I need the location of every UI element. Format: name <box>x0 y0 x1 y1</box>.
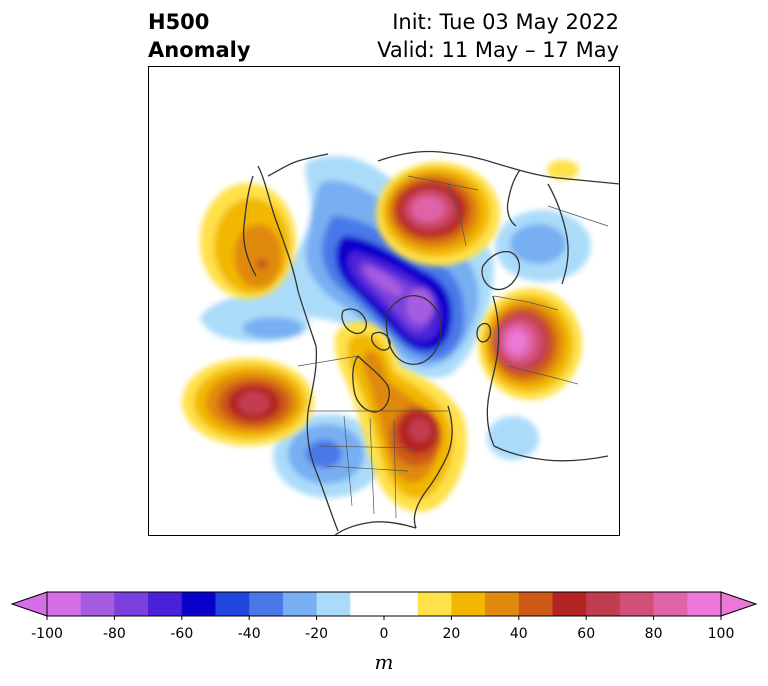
colorbar-cell <box>249 592 284 616</box>
colorbar-cell <box>215 592 250 616</box>
negative-anomaly-pacific <box>206 306 310 342</box>
colorbar-cell <box>653 592 688 616</box>
colorbar-cell <box>451 592 486 616</box>
colorbar-tick-label: 100 <box>708 626 735 642</box>
colorbar-tick-label: 0 <box>380 626 389 642</box>
colorbar-cell <box>552 592 587 616</box>
colorbar-cell <box>148 592 183 616</box>
colorbar-extend-max <box>720 591 758 617</box>
colorbar-tick-label: 80 <box>645 626 663 642</box>
negative-anomaly-europe-west <box>495 210 591 282</box>
positive-anomaly-pacific-high <box>182 358 314 446</box>
colorbar-tick-label: -100 <box>31 626 63 642</box>
title-line-2: Anomaly <box>148 38 251 62</box>
colorbar-tick-label: -80 <box>103 626 126 642</box>
negative-anomaly-western-us <box>273 414 383 498</box>
colorbar-cell <box>282 592 318 616</box>
colorbar: -100 -80 -60 -40 -20 0 20 40 60 80 100 m <box>10 591 758 674</box>
colorbar-tick-label: -20 <box>305 626 328 642</box>
colorbar-tick-label: 20 <box>442 626 460 642</box>
forecast-dates: Init: Tue 03 May 2022 Valid: 11 May – 17… <box>377 8 619 64</box>
colorbar-tick-label: 40 <box>510 626 528 642</box>
colorbar-tick-label: -60 <box>170 626 193 642</box>
positive-anomaly-siberia <box>376 162 500 266</box>
colorbar-cells <box>10 591 758 617</box>
valid-range: Valid: 11 May – 17 May <box>377 38 619 62</box>
colorbar-tick-label: -40 <box>238 626 261 642</box>
positive-anomaly-east-asia <box>547 160 579 180</box>
colorbar-unit: m <box>375 650 394 674</box>
colorbar-cell <box>316 592 351 616</box>
colorbar-extend-min <box>10 591 48 617</box>
colorbar-cell <box>417 592 452 616</box>
colorbar-cell <box>350 592 385 616</box>
colorbar-tick-label: 60 <box>577 626 595 642</box>
colorbar-cell <box>47 592 82 616</box>
colorbar-cell <box>619 592 655 616</box>
borders <box>297 175 609 519</box>
title-line-1: H500 <box>148 10 210 34</box>
map-title: H500 Anomaly <box>148 8 251 64</box>
colorbar-ticks: -100 -80 -60 -40 -20 0 20 40 60 80 100 <box>31 616 734 642</box>
colorbar-cell <box>384 592 419 616</box>
colorbar-cell <box>485 592 520 616</box>
positive-anomaly-eastern-na <box>334 321 467 512</box>
colorbar-cell <box>114 592 149 616</box>
anomaly-map <box>148 66 620 536</box>
map-frame <box>148 66 620 536</box>
positive-anomaly-alaska <box>200 183 296 299</box>
colorbar-cell <box>518 592 553 616</box>
positive-anomaly-europe <box>478 288 582 400</box>
colorbar-cell <box>80 592 115 616</box>
coastlines <box>242 150 620 536</box>
colorbar-cell <box>586 592 621 616</box>
init-date: Init: Tue 03 May 2022 <box>392 10 619 34</box>
colorbar-cell <box>687 592 722 616</box>
colorbar-cell <box>181 592 216 616</box>
